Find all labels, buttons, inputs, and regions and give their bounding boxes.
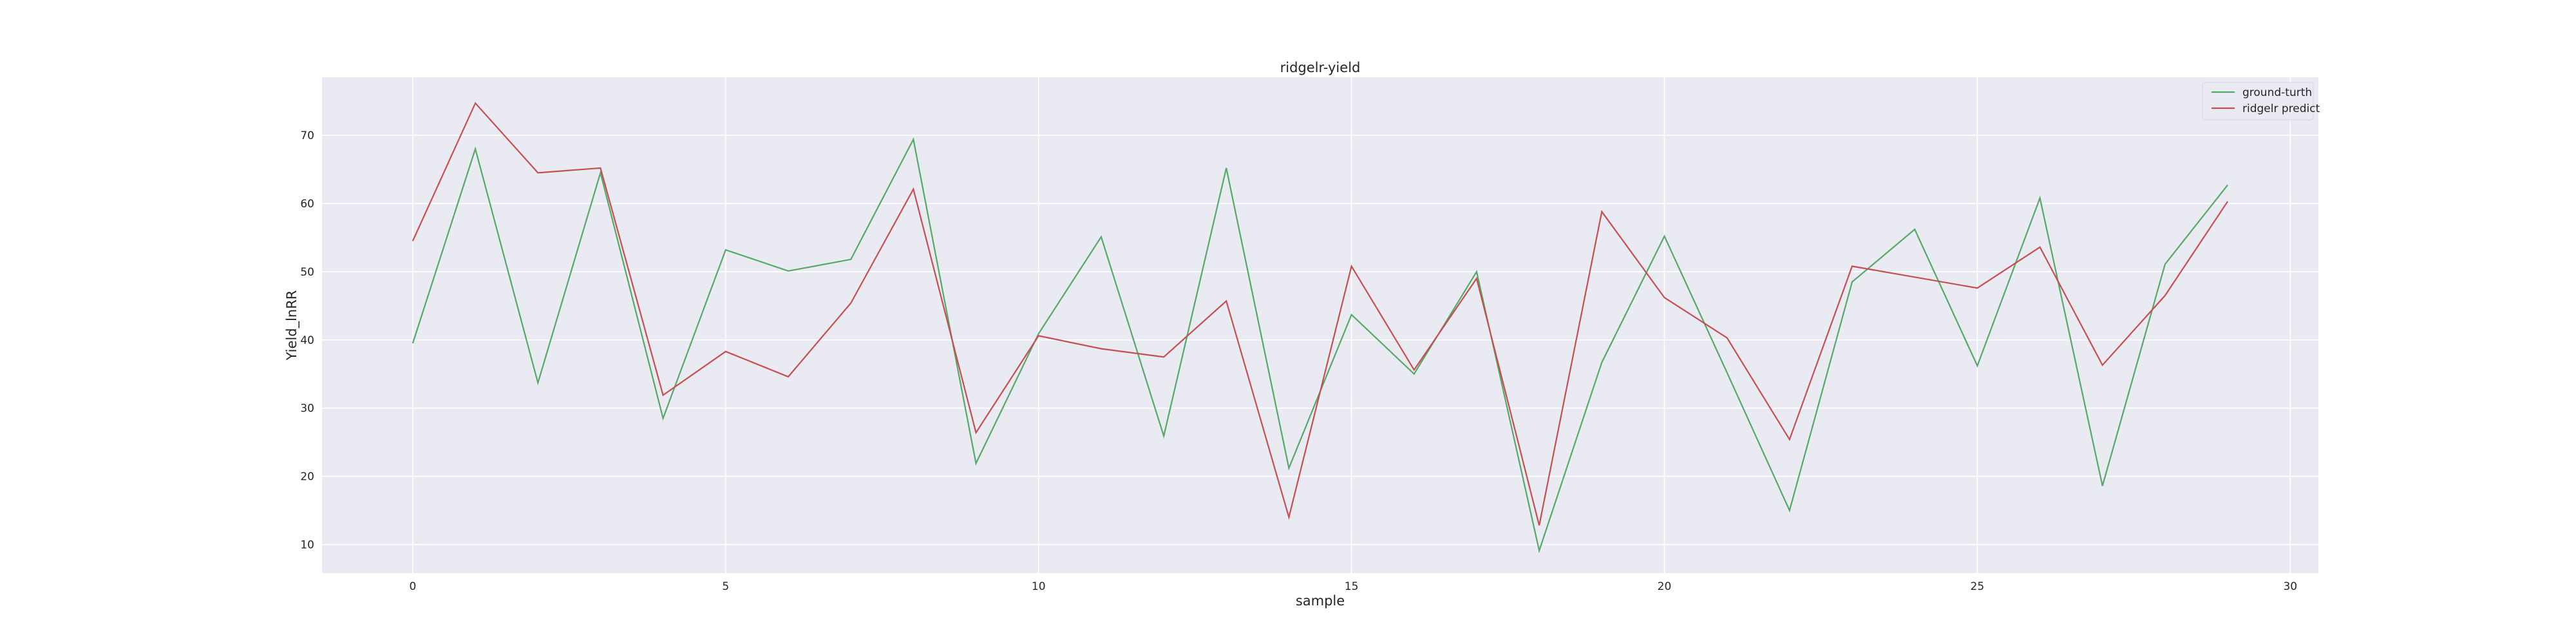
x-tick-label: 10 [1032,580,1046,593]
y-tick-label: 60 [300,198,314,211]
x-axis-label: sample [1296,593,1345,609]
y-tick-label: 40 [300,334,314,347]
y-tick-label: 50 [300,266,314,279]
y-axis-label: Yield_lnRR [284,290,300,361]
legend-label-ridgelr-predict: ridgelr predict [2242,102,2320,115]
x-tick-label: 20 [1658,580,1672,593]
y-tick-label: 10 [300,539,314,552]
x-tick-label: 0 [409,580,416,593]
y-tick-labels: 10 20 30 40 50 60 70 [300,129,314,551]
x-tick-label: 5 [722,580,729,593]
x-tick-labels: 0 5 10 15 20 25 30 [409,580,2297,593]
series-line-ridgelr-predict [412,102,2229,526]
x-tick-label: 15 [1345,580,1359,593]
y-tick-label: 30 [300,402,314,415]
y-tick-label: 70 [300,129,314,142]
chart-title: ridgelr-yield [1280,60,1361,75]
legend-label-ground-turth: ground-turth [2242,86,2312,99]
x-tick-label: 25 [1971,580,1985,593]
series-lines [412,102,2229,554]
x-tick-label: 30 [2283,580,2297,593]
y-tick-label: 20 [300,471,314,484]
legend: ground-turth ridgelr predict [2202,82,2320,120]
plot-area [322,77,2318,573]
grid-lines [322,77,2318,573]
